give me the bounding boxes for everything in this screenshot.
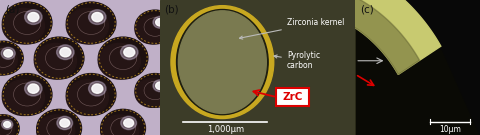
Text: ZrC: ZrC [283,92,303,102]
Circle shape [89,81,106,96]
Circle shape [2,8,45,44]
Circle shape [156,18,165,26]
Circle shape [153,80,167,92]
Polygon shape [302,0,398,135]
Text: (c): (c) [360,4,374,14]
Polygon shape [308,0,480,135]
Circle shape [2,80,45,115]
Circle shape [135,79,169,107]
Circle shape [0,46,17,75]
Circle shape [156,82,165,89]
Circle shape [57,45,74,60]
Circle shape [4,122,11,127]
Circle shape [98,37,148,79]
Circle shape [135,10,175,44]
Circle shape [101,109,145,135]
Circle shape [4,50,12,57]
Circle shape [101,115,139,135]
Text: (b): (b) [164,4,179,14]
Circle shape [0,115,19,135]
Circle shape [98,43,141,79]
Circle shape [24,10,42,24]
Ellipse shape [177,9,268,115]
Circle shape [35,37,84,79]
Circle shape [0,119,14,135]
Circle shape [28,84,39,93]
Circle shape [60,48,71,57]
Circle shape [66,2,116,44]
Circle shape [66,80,108,115]
Text: 10μm: 10μm [439,125,461,134]
Circle shape [121,116,136,130]
Circle shape [92,84,103,93]
Ellipse shape [179,11,266,113]
Circle shape [2,74,52,115]
Circle shape [35,43,76,79]
Circle shape [66,8,108,44]
Circle shape [24,81,42,96]
Text: Zirconia kernel: Zirconia kernel [240,18,344,39]
Circle shape [37,115,75,135]
Circle shape [37,109,82,135]
Circle shape [124,119,133,127]
Circle shape [66,74,116,115]
Text: 1,000μm: 1,000μm [207,125,244,134]
Circle shape [28,13,39,22]
Circle shape [124,48,135,57]
Polygon shape [302,0,441,74]
Circle shape [89,10,106,24]
Circle shape [60,119,70,127]
Text: (a): (a) [5,4,19,14]
Circle shape [135,15,169,44]
Circle shape [120,45,138,60]
Circle shape [1,120,13,129]
Circle shape [153,16,167,28]
Circle shape [0,41,23,75]
Circle shape [57,116,72,130]
Circle shape [2,2,52,44]
Circle shape [135,74,175,107]
Text: Pyrolytic
carbon: Pyrolytic carbon [274,51,320,70]
Circle shape [92,13,103,22]
FancyBboxPatch shape [276,88,309,106]
Polygon shape [302,0,420,74]
Circle shape [1,47,15,59]
Ellipse shape [171,6,274,119]
